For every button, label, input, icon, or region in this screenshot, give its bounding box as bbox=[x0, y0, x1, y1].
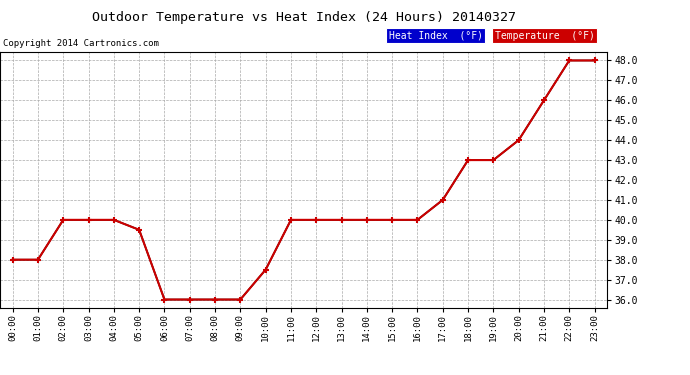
Text: Outdoor Temperature vs Heat Index (24 Hours) 20140327: Outdoor Temperature vs Heat Index (24 Ho… bbox=[92, 11, 515, 24]
Text: Heat Index  (°F): Heat Index (°F) bbox=[388, 31, 482, 41]
Text: Copyright 2014 Cartronics.com: Copyright 2014 Cartronics.com bbox=[3, 39, 159, 48]
Text: Temperature  (°F): Temperature (°F) bbox=[495, 31, 595, 41]
